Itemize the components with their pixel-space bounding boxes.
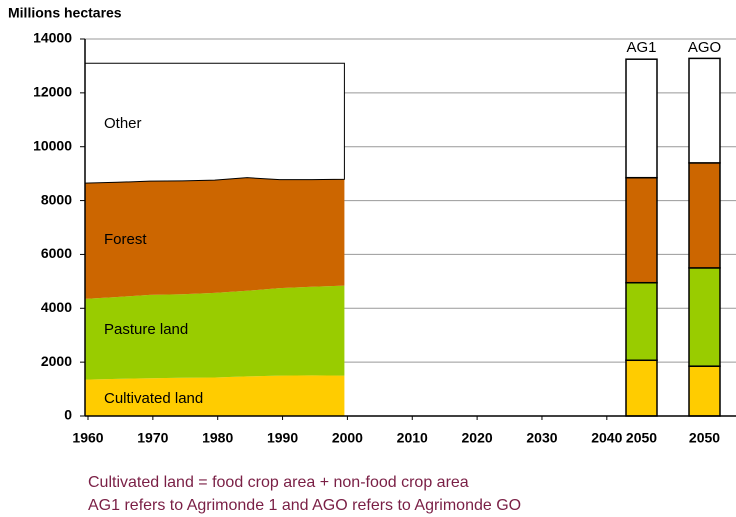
y-tick-label: 6000 xyxy=(41,245,72,261)
series-label: Pasture land xyxy=(104,321,188,338)
y-tick-label: 12000 xyxy=(33,84,72,100)
y-tick-label: 4000 xyxy=(41,299,72,315)
x-tick-label: 1970 xyxy=(137,430,168,446)
y-tick-label: 8000 xyxy=(41,191,72,207)
bar-segment xyxy=(625,281,658,362)
bar-segment xyxy=(688,57,721,164)
bar-segment xyxy=(688,162,721,269)
bar-segment xyxy=(688,365,721,417)
y-axis-label: Millions hectares xyxy=(8,5,122,21)
area xyxy=(85,285,345,380)
bar-segment xyxy=(625,176,658,284)
note: Cultivated land = food crop area + non-f… xyxy=(88,474,469,491)
y-tick-label: 2000 xyxy=(41,353,72,369)
scenario-label: AGO xyxy=(688,39,721,56)
series-label: Forest xyxy=(104,231,147,248)
area xyxy=(84,62,345,184)
x-tick-label: 2010 xyxy=(397,430,428,446)
x-tick-label: 2050 xyxy=(626,430,657,446)
y-tick-label: 14000 xyxy=(33,30,72,46)
series-label: Other xyxy=(104,115,142,132)
bar-segment xyxy=(625,58,658,179)
series-label: Cultivated land xyxy=(104,390,203,407)
y-tick-label: 10000 xyxy=(33,137,72,153)
x-tick-label: 2050 xyxy=(689,430,720,446)
bar-segment xyxy=(625,359,658,417)
x-tick-label: 2020 xyxy=(462,430,493,446)
x-tick-label: 2000 xyxy=(332,430,363,446)
y-tick-label: 0 xyxy=(64,407,72,423)
x-tick-label: 1960 xyxy=(72,430,103,446)
x-tick-label: 2040 xyxy=(591,430,622,446)
bar-segment xyxy=(688,267,721,367)
area xyxy=(85,177,345,299)
scenario-label: AG1 xyxy=(626,39,656,56)
note: AG1 refers to Agrimonde 1 and AGO refers… xyxy=(88,497,521,514)
x-tick-label: 2030 xyxy=(526,430,557,446)
area xyxy=(85,375,345,416)
x-tick-label: 1980 xyxy=(202,430,233,446)
x-tick-label: 1990 xyxy=(267,430,298,446)
